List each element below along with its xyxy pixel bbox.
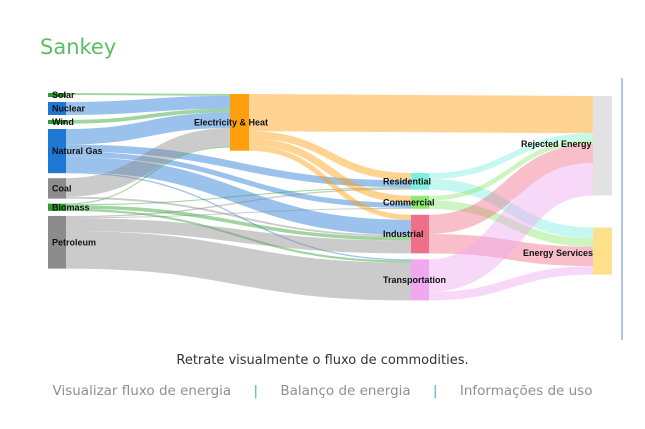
node-coal[interactable] [48,178,66,199]
node-solar[interactable] [48,93,66,97]
link-petroleum-to-industrial [65,218,412,254]
node-label-nuclear: Nuclear [52,104,86,114]
link-electricity-to-commercial [248,138,412,203]
link-residential-to-services [428,178,594,239]
link-electricity-to-industrial [248,145,412,220]
link-petroleum-to-commercial [65,207,412,219]
caption: Retrate visualmente o fluxo de commoditi… [176,353,469,368]
sankey-labels: Solar Nuclear Wind Natural Gas Coal Biomass Pe… [52,90,593,285]
node-industrial[interactable] [411,214,429,254]
nav-separator: | [253,383,259,399]
link-coal-to-electricity [65,128,231,197]
link-usage-information[interactable]: Informações de uso [459,383,593,399]
link-natural-gas-to-electricity [65,112,231,145]
link-petroleum-to-residential [65,188,412,218]
node-label-solar: Solar [52,90,75,100]
node-electricity[interactable] [230,94,249,151]
link-commercial-to-rejected [428,139,594,201]
node-petroleum[interactable] [48,215,66,269]
node-label-coal: Coal [52,183,72,193]
sankey-links [65,93,594,301]
node-wind[interactable] [48,120,66,125]
link-electricity-to-rejected [248,94,594,134]
node-commercial[interactable] [411,195,429,209]
node-natural-gas[interactable] [48,129,66,174]
node-label-services: Energy Services [523,248,593,258]
node-label-petroleum: Petroleum [52,237,96,247]
node-label-electricity: Electricity & Heat [194,117,268,127]
link-petroleum-to-transportation [65,230,412,301]
node-nuclear[interactable] [48,102,66,116]
link-electricity-to-residential [248,131,412,181]
node-transportation[interactable] [411,259,429,301]
link-energy-balance[interactable]: Balanço de energia [280,383,411,399]
link-biomass-to-electricity [65,146,231,205]
page-title: Sankey [40,35,117,59]
nav-separator: | [432,383,438,399]
node-label-natural-gas: Natural Gas [52,146,103,156]
node-label-wind: Wind [52,117,74,127]
link-nuclear-to-electricity [65,95,231,116]
link-biomass-to-residential [65,187,412,206]
link-residential-to-rejected [428,133,594,179]
sankey-nodes [48,93,612,301]
node-residential[interactable] [411,173,429,190]
link-biomass-to-transportation [65,208,412,263]
link-coal-to-industrial [65,196,412,237]
node-rejected[interactable] [593,96,612,196]
node-services[interactable] [593,227,612,275]
sankey-diagram: Solar Nuclear Wind Natural Gas Coal Biomass Pe… [48,78,623,340]
node-label-commercial: Commercial [383,197,435,207]
node-label-rejected: Rejected Energy [521,139,592,149]
footer-nav: Visualizar fluxo de energia | Balanço de… [0,383,645,399]
link-wind-to-electricity [65,108,231,124]
link-solar-to-electricity [65,93,231,96]
link-industrial-to-services [428,233,594,267]
link-natural-gas-to-industrial [65,156,412,236]
node-label-transportation: Transportation [383,275,446,285]
link-transportation-to-rejected [428,162,594,292]
link-industrial-to-rejected [428,143,594,234]
node-biomass[interactable] [48,203,66,211]
link-natural-gas-to-transportation [65,171,412,261]
link-commercial-to-services [428,200,594,247]
node-label-biomass: Biomass [52,202,90,212]
link-natural-gas-to-residential [65,144,412,188]
link-biomass-to-industrial [65,205,412,241]
node-label-industrial: Industrial [383,229,424,239]
link-natural-gas-to-commercial [65,151,412,208]
link-visualize-energy-flow[interactable]: Visualizar fluxo de energia [52,383,232,399]
link-transportation-to-services [428,266,594,301]
node-label-residential: Residential [383,176,431,186]
